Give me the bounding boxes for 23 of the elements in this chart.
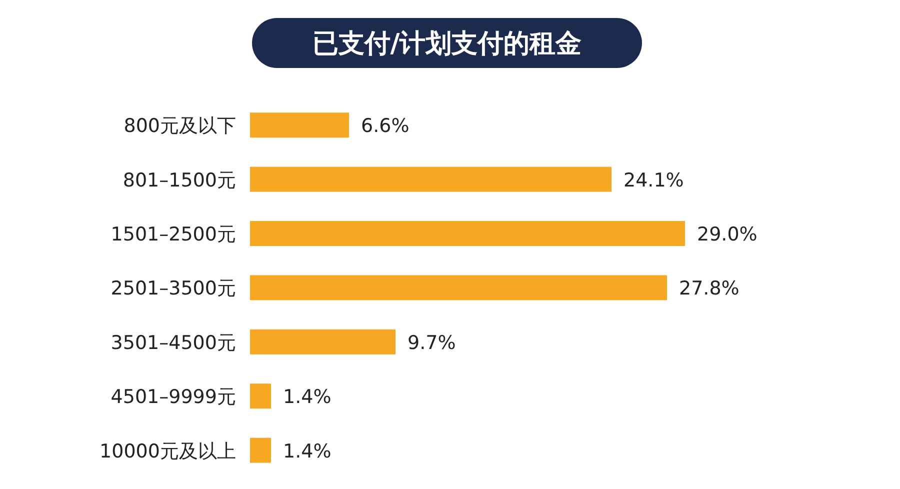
data-label: 27.8% [679,278,740,300]
data-label: 1.4% [283,386,332,408]
data-label: 6.6% [361,115,410,138]
bar [250,221,685,246]
y-tick-label: 3501–4500元 [110,332,236,354]
y-tick-label: 2501–3500元 [110,278,236,300]
bar [250,166,612,192]
data-label: 9.7% [408,332,456,354]
data-label: 29.0% [697,224,758,246]
y-tick-label: 800元及以下 [124,115,236,138]
y-tick-label: 4501–9999元 [110,386,236,408]
y-tick-label: 10000元及以上 [100,440,236,462]
bar [250,438,271,463]
bar [250,275,667,300]
y-tick-label: 801–1500元 [122,169,236,192]
bar [250,329,396,354]
data-label: 1.4% [283,440,332,462]
data-label: 24.1% [624,169,684,192]
bar [250,112,349,138]
chart-title: 已支付/计划支付的租金 [312,29,582,59]
title: 已支付/计划支付的租金 [252,18,642,68]
y-tick-label: 1501–2500元 [110,224,236,246]
bar [250,384,271,409]
